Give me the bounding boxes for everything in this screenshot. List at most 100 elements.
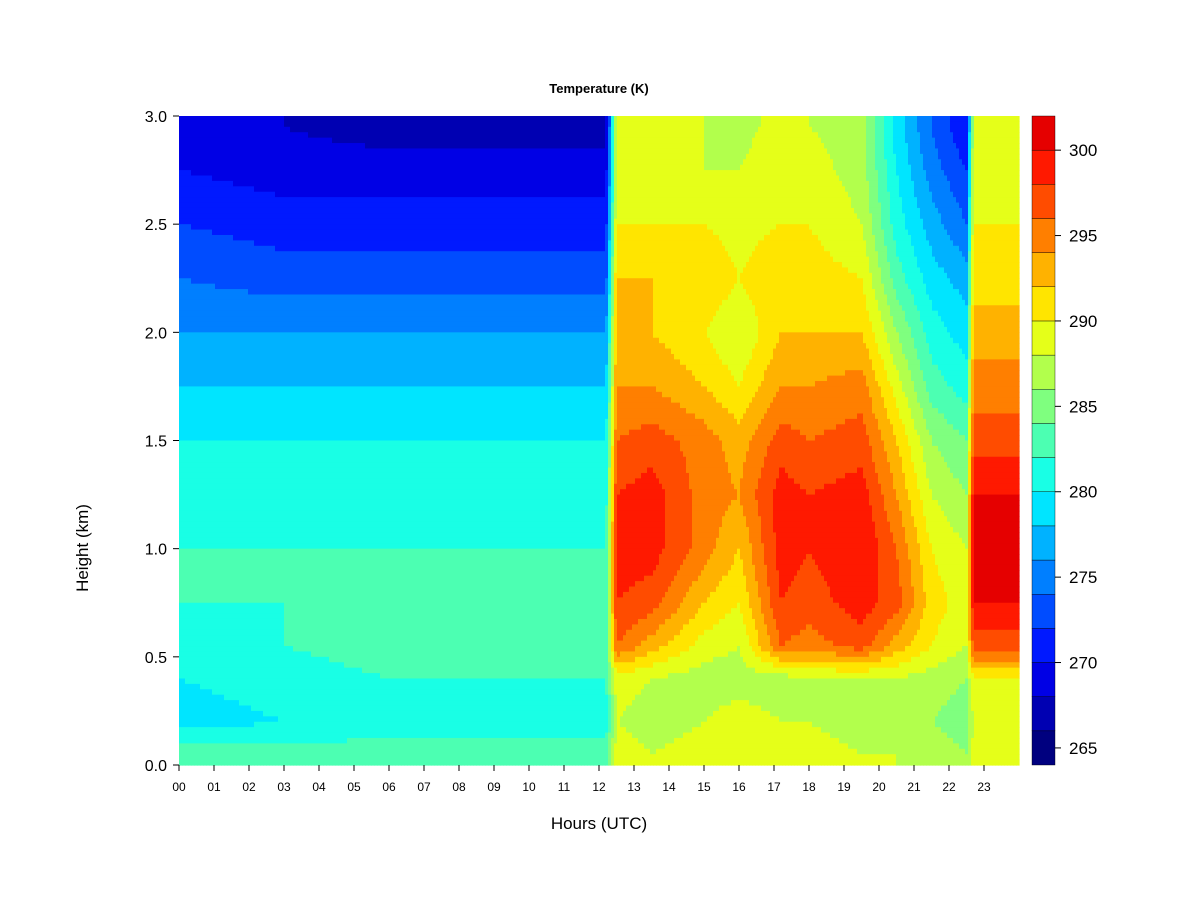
- heatmap-cell: [197, 326, 201, 333]
- heatmap-cell: [203, 278, 207, 285]
- heatmap-cell: [200, 251, 204, 258]
- heatmap-cell: [227, 602, 231, 609]
- heatmap-cell: [197, 424, 201, 431]
- heatmap-cell: [200, 402, 204, 409]
- heatmap-cell: [209, 602, 213, 609]
- heatmap-cell: [182, 440, 186, 447]
- heatmap-cell: [221, 575, 225, 582]
- chart-title: Temperature (K): [549, 81, 648, 96]
- heatmap-cell: [182, 532, 186, 539]
- heatmap-cell: [221, 294, 225, 301]
- heatmap-cell: [206, 564, 210, 571]
- heatmap-cell: [197, 586, 201, 593]
- heatmap-cell: [236, 299, 240, 306]
- heatmap-cell: [194, 413, 198, 420]
- heatmap-cell: [194, 326, 198, 333]
- heatmap-cell: [200, 456, 204, 463]
- heatmap-cell: [185, 207, 189, 214]
- heatmap-cell: [179, 159, 183, 166]
- heatmap-cell: [233, 710, 237, 717]
- heatmap-cell: [185, 440, 189, 447]
- heatmap-cell: [212, 294, 216, 301]
- heatmap-cell: [236, 510, 240, 517]
- heatmap-cell: [185, 213, 189, 220]
- heatmap-cell: [227, 137, 231, 144]
- heatmap-cell: [233, 635, 237, 642]
- heatmap-cell: [194, 299, 198, 306]
- heatmap-cell: [197, 456, 201, 463]
- heatmap-cell: [188, 575, 192, 582]
- heatmap-cell: [188, 197, 192, 204]
- heatmap-cell: [212, 759, 216, 766]
- heatmap-cell: [185, 424, 189, 431]
- heatmap-cell: [224, 121, 228, 128]
- heatmap-cell: [218, 175, 222, 182]
- heatmap-cell: [182, 462, 186, 469]
- heatmap-cell: [182, 516, 186, 523]
- heatmap-cell: [236, 624, 240, 631]
- heatmap-cell: [221, 402, 225, 409]
- heatmap-cell: [221, 499, 225, 506]
- heatmap-cell: [233, 440, 237, 447]
- heatmap-cell: [185, 445, 189, 452]
- heatmap-cell: [230, 716, 234, 723]
- heatmap-cell: [203, 316, 207, 323]
- heatmap-cell: [179, 737, 183, 744]
- heatmap-cell: [197, 678, 201, 685]
- heatmap-cell: [224, 186, 228, 193]
- heatmap-cell: [212, 348, 216, 355]
- heatmap-cell: [209, 754, 213, 761]
- heatmap-cell: [182, 705, 186, 712]
- heatmap-cell: [203, 294, 207, 301]
- heatmap-cell: [224, 683, 228, 690]
- heatmap-cell: [227, 116, 231, 123]
- heatmap-cell: [224, 180, 228, 187]
- heatmap-cell: [191, 191, 195, 198]
- heatmap-cell: [212, 207, 216, 214]
- heatmap-cell: [194, 537, 198, 544]
- heatmap-cell: [185, 164, 189, 171]
- heatmap-cell: [236, 251, 240, 258]
- heatmap-cell: [236, 451, 240, 458]
- heatmap-cell: [233, 721, 237, 728]
- heatmap-cell: [215, 667, 219, 674]
- heatmap-cell: [185, 272, 189, 279]
- heatmap-cell: [215, 121, 219, 128]
- heatmap-cell: [206, 326, 210, 333]
- heatmap-cell: [203, 499, 207, 506]
- heatmap-cell: [212, 229, 216, 236]
- heatmap-cell: [215, 240, 219, 247]
- heatmap-cell: [224, 418, 228, 425]
- heatmap-cell: [203, 164, 207, 171]
- heatmap-cell: [230, 710, 234, 717]
- heatmap-cell: [206, 121, 210, 128]
- heatmap-cell: [218, 240, 222, 247]
- heatmap-cell: [203, 186, 207, 193]
- heatmap-cell: [185, 608, 189, 615]
- heatmap-cell: [203, 521, 207, 528]
- heatmap-cell: [197, 651, 201, 658]
- heatmap-cell: [197, 132, 201, 139]
- heatmap-cell: [185, 678, 189, 685]
- heatmap-cell: [230, 310, 234, 317]
- heatmap-cell: [224, 532, 228, 539]
- heatmap-cell: [197, 234, 201, 241]
- heatmap-cell: [185, 197, 189, 204]
- heatmap-cell: [221, 629, 225, 636]
- heatmap-cell: [224, 721, 228, 728]
- heatmap-cell: [236, 283, 240, 290]
- heatmap-cell: [221, 159, 225, 166]
- heatmap-cell: [239, 207, 243, 214]
- heatmap-cell: [230, 445, 234, 452]
- heatmap-cell: [188, 424, 192, 431]
- heatmap-cell: [206, 521, 210, 528]
- heatmap-cell: [236, 359, 240, 366]
- heatmap-cell: [191, 375, 195, 382]
- heatmap-cell: [200, 705, 204, 712]
- heatmap-cell: [194, 678, 198, 685]
- heatmap-cell: [236, 435, 240, 442]
- heatmap-cell: [188, 359, 192, 366]
- heatmap-cell: [206, 727, 210, 734]
- heatmap-cell: [212, 618, 216, 625]
- heatmap-cell: [203, 559, 207, 566]
